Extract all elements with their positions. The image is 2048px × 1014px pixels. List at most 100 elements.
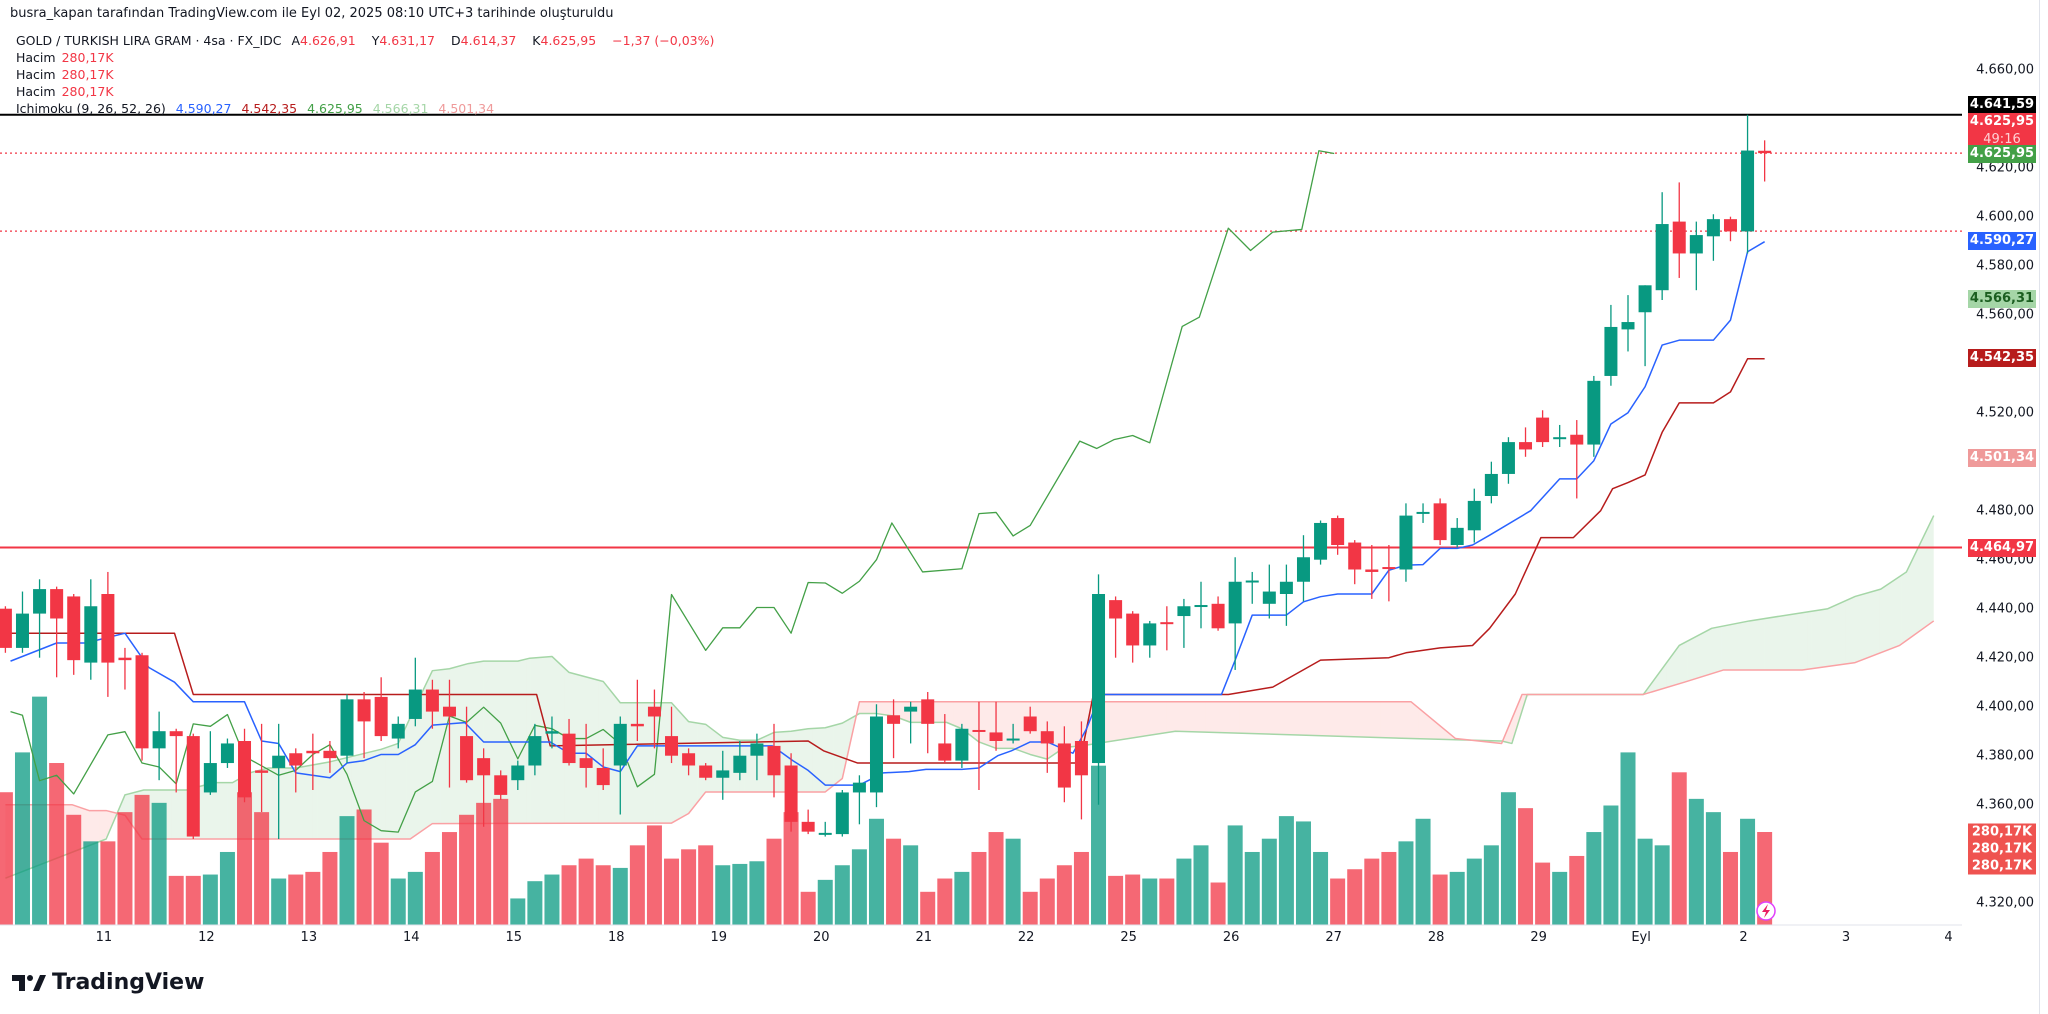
cloud-bearish-segment [1008,701,1014,749]
candle-body [101,594,115,663]
cloud-bullish-segment [675,707,681,821]
cloud-bearish-segment [872,701,877,714]
volume-bar [1159,878,1175,925]
cloud-bullish-segment [171,790,177,839]
volume-bar [151,802,167,925]
volume-bar [185,875,201,925]
bar-countdown: 49:16 [1983,132,2021,148]
candle-body [682,753,696,766]
price-axis-label: 4.400,00 [1976,699,2034,715]
cloud-bullish-segment [838,723,843,782]
cloud-bullish-segment [645,702,651,824]
price-axis-label: 4.480,00 [1976,503,2034,519]
volume-bar [271,878,287,925]
volume-bar [800,891,816,925]
cloud-bullish-segment [722,737,728,792]
candle-bullish [1006,723,1020,744]
candle-bullish [1501,437,1515,484]
price-badge-value: 4.501,34 [1969,450,2035,466]
cloud-bullish-segment [1858,594,1863,662]
symbol-legend[interactable]: GOLD / TURKISH LIRA GRAM · 4sa · FX_IDC … [16,32,720,49]
cloud-bullish-segment [1794,613,1799,670]
time-axis-label: Eyl [1631,930,1651,945]
volume-label: Hacim [16,84,56,99]
cloud-bullish-segment [543,656,548,824]
cloud-bullish-segment [603,681,608,824]
cloud-bearish-segment [1294,701,1300,736]
cloud-bearish-segment [897,701,903,720]
cloud-bullish-segment [325,761,330,839]
candle-body [1228,581,1242,624]
cloud-bullish-segment [1803,611,1808,670]
ohlc-close: K4.625,95 [532,33,597,48]
price-axis-label: 4.620,00 [1976,160,2034,176]
cloud-bullish-segment [697,722,702,803]
volume-bar [1278,816,1294,925]
cloud-bullish-segment [1884,583,1889,652]
cloud-bearish-segment [1307,701,1313,736]
cloud-bearish-segment [1239,701,1244,734]
candles [0,114,1772,839]
cloud-bearish-segment [1286,701,1291,735]
candle-bearish [921,692,935,754]
volume-legend[interactable]: Hacim 280,17K [16,83,120,100]
cloud-bullish-segment [803,728,809,792]
volume-bar [1535,862,1551,925]
candle-body [289,753,303,766]
candle-bearish [1570,420,1584,499]
cloud-bullish-segment [210,782,215,839]
candle-body [613,723,627,766]
volume-bar [681,849,697,925]
volume-bar [237,792,253,925]
cloud-bearish-segment [949,701,954,726]
cloud-bullish-segment [727,738,732,792]
cloud-bearish-segment [1017,701,1022,752]
cloud-bullish-segment [312,764,318,839]
time-axis-label: 27 [1325,930,1342,945]
candle-bullish [1604,304,1618,386]
candle-bullish [1314,520,1328,565]
candle-body [374,696,388,737]
volume-bar [476,802,492,925]
candle-bearish [887,699,901,759]
tradingview-logo[interactable]: TradingView [12,970,204,995]
candle-bearish [374,677,388,741]
candle-body [33,589,47,614]
cloud-bullish-segment [1666,657,1671,688]
cloud-bearish-segment [885,701,890,716]
candle-bearish [1536,410,1550,447]
candle-body [784,765,798,822]
candle-bearish [460,706,474,783]
cloud-bullish-segment [1734,622,1740,670]
alert-icon[interactable] [1756,901,1776,921]
cloud-bearish-segment [1171,701,1176,732]
candle-bullish [1467,488,1481,543]
volume-bar [1108,875,1124,925]
volume-legend[interactable]: Hacim 280,17K [16,66,120,83]
cloud-bullish-segment [1700,631,1705,678]
candle-bearish [494,770,508,800]
cloud-bullish-segment [641,702,646,824]
cloud-bullish-segment [1751,619,1757,670]
volume-bar [373,842,389,925]
volume-legend[interactable]: Hacim 280,17K [16,49,120,66]
volume-bar [1705,812,1721,925]
cloud-bearish-segment [1038,701,1044,758]
candle-body [733,755,747,773]
cloud-bearish-segment [1209,701,1214,733]
cloud-bullish-segment [1832,604,1838,666]
candle-bullish [408,657,422,727]
cloud-bullish-segment [1820,609,1825,668]
cloud-bullish-segment [598,680,604,824]
cloud-bullish-segment [398,734,403,839]
price-badge: 4.625,95 49:16 [1968,113,2036,150]
candle-bullish [955,723,969,768]
candle-body [323,750,337,759]
candle-bearish [1348,540,1362,585]
cloud-bullish-segment [415,697,420,836]
chikou-value: 4.625,95 [307,101,363,116]
cloud-bearish-segment [1154,701,1159,735]
ichimoku-legend[interactable]: Ichimoku (9, 26, 52, 26) 4.590,27 4.542,… [16,100,500,117]
candle-bullish [1092,574,1106,805]
